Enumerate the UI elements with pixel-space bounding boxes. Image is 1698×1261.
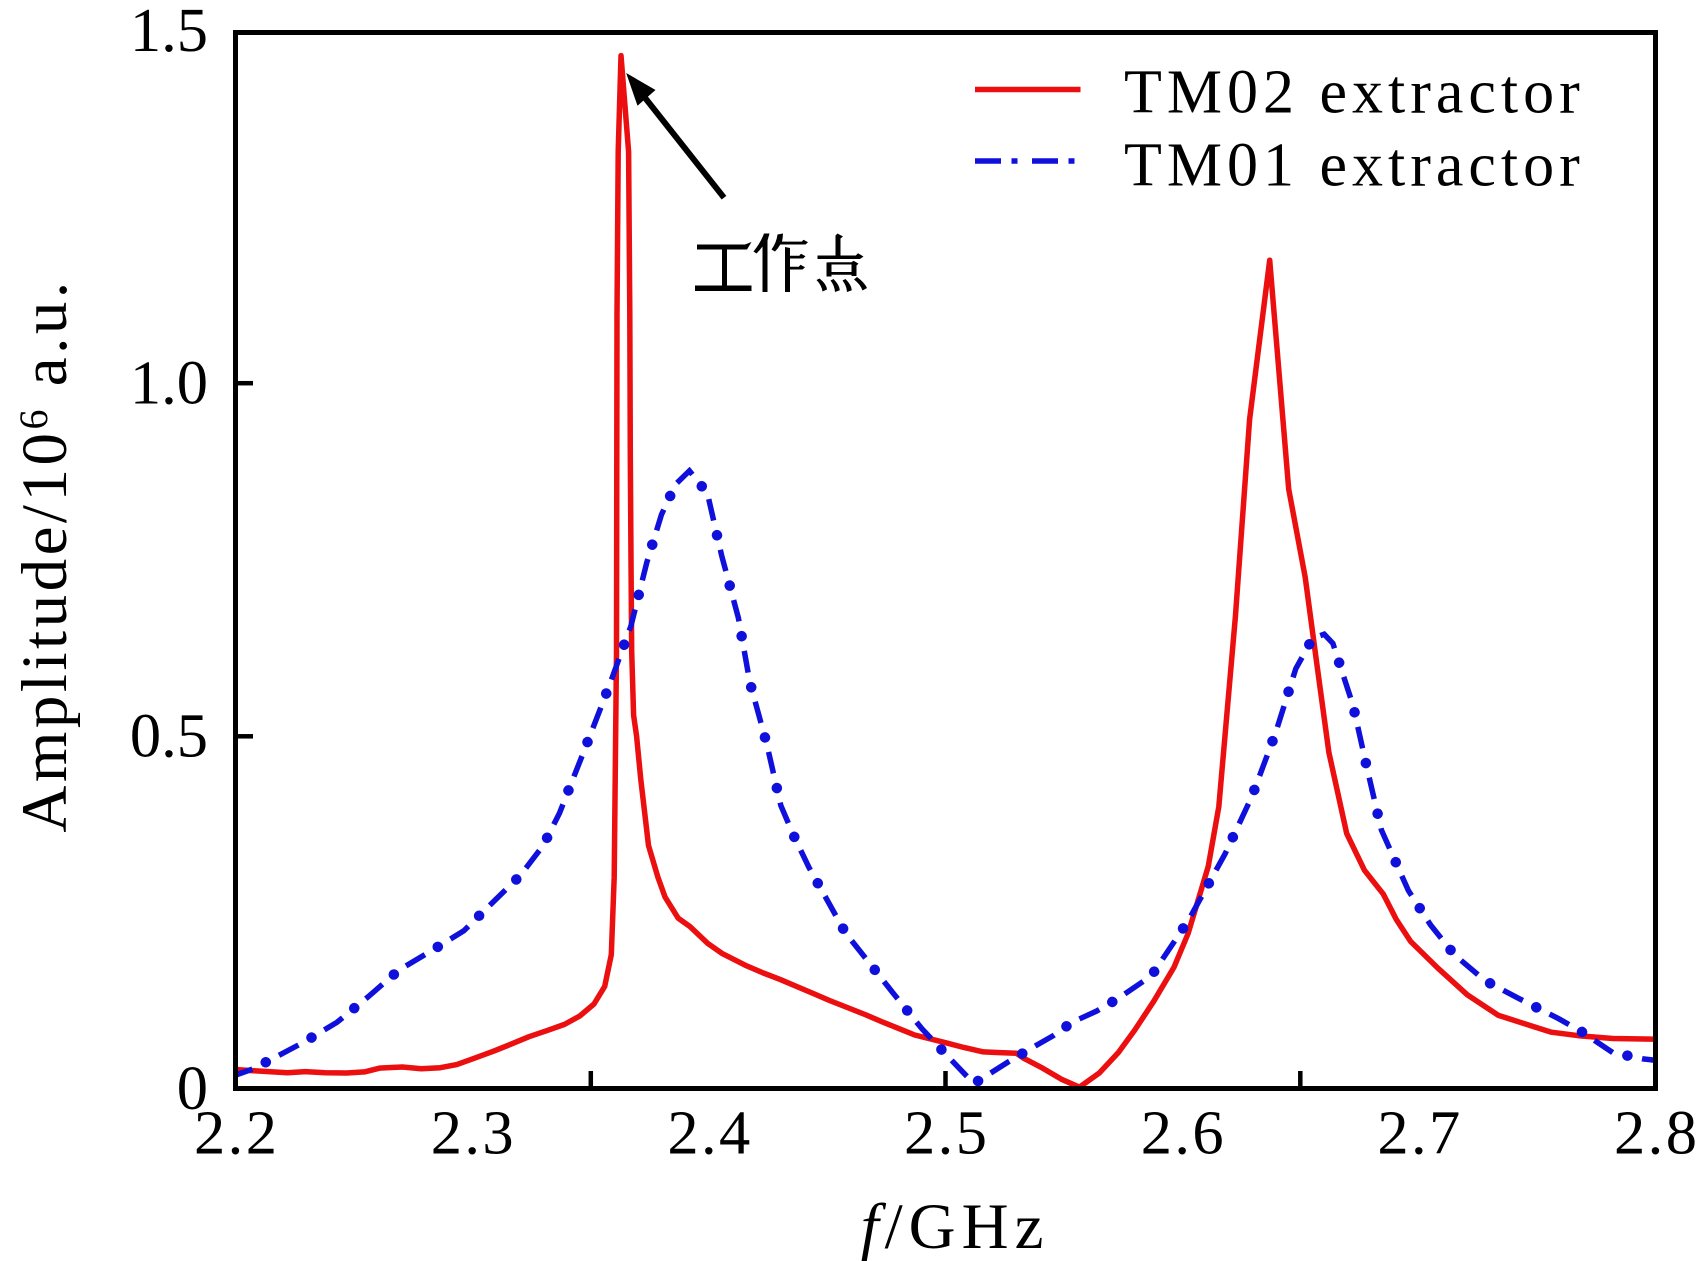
svg-text:TM02 extractor: TM02 extractor <box>1124 59 1585 127</box>
svg-text:2.4: 2.4 <box>667 1098 752 1168</box>
svg-text:2.2: 2.2 <box>194 1098 279 1168</box>
svg-text:Amplitude/106 a.u.: Amplitude/106 a.u. <box>9 278 81 832</box>
svg-text:2.8: 2.8 <box>1614 1098 1698 1168</box>
svg-text:0.5: 0.5 <box>130 701 208 771</box>
svg-text:TM01 extractor: TM01 extractor <box>1124 132 1585 200</box>
svg-text:1.0: 1.0 <box>130 348 208 418</box>
svg-text:2.7: 2.7 <box>1377 1098 1462 1168</box>
svg-text:0: 0 <box>177 1053 208 1123</box>
svg-text:2.5: 2.5 <box>904 1098 989 1168</box>
svg-text:2.6: 2.6 <box>1141 1098 1226 1168</box>
svg-text:f/GHz: f/GHz <box>861 1191 1050 1261</box>
svg-text:2.3: 2.3 <box>431 1098 516 1168</box>
svg-text:1.5: 1.5 <box>130 0 208 65</box>
